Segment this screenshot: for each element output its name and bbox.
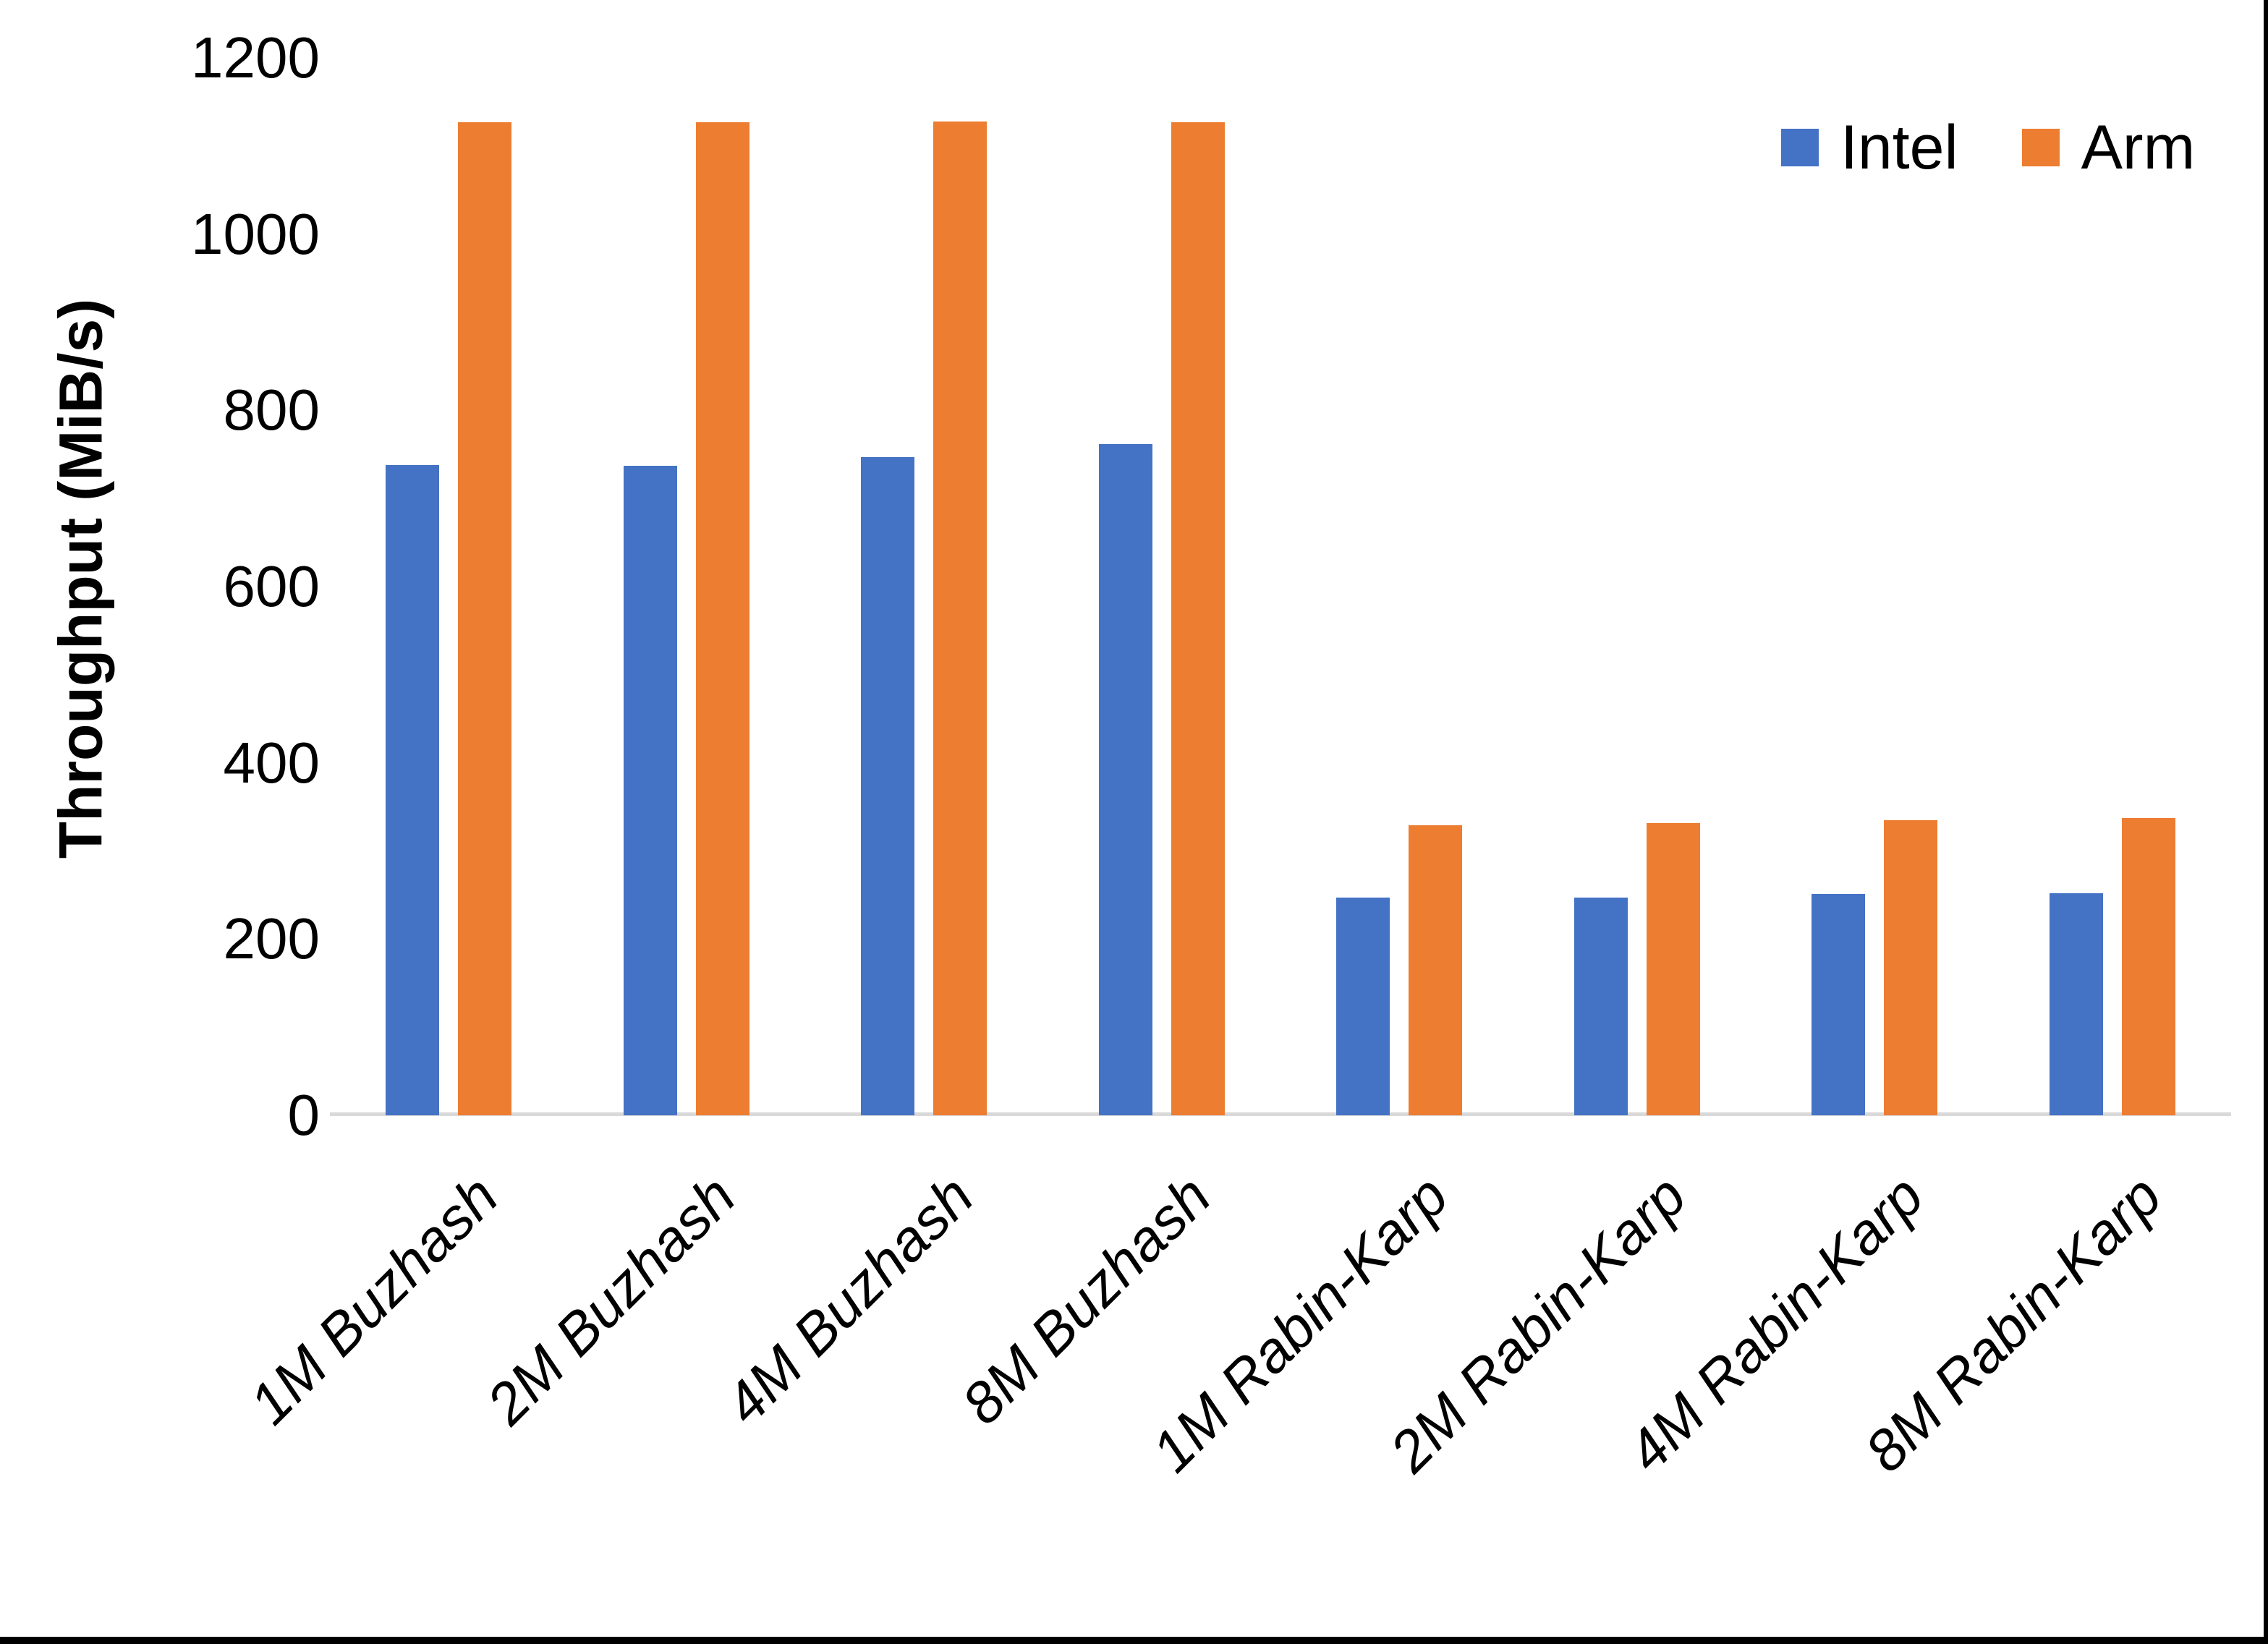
legend: Intel Arm [1781, 113, 2195, 182]
legend-label-intel: Intel [1840, 113, 1958, 182]
bar-arm-1m-buzhash [458, 122, 512, 1115]
legend-swatch-arm [2021, 129, 2060, 166]
screenshot-right-border [2264, 0, 2268, 1644]
bar-arm-2m-rabin-karp [1646, 822, 1700, 1115]
bar-arm-8m-rabin-karp [2121, 818, 2175, 1115]
bar-intel-8m-buzhash [1098, 443, 1152, 1115]
y-axis-tick-label: 200 [223, 906, 320, 971]
legend-label-arm: Arm [2081, 113, 2196, 182]
bar-intel-2m-buzhash [623, 466, 677, 1115]
x-axis-category-label: 8M Buzhash [949, 1163, 1223, 1436]
x-axis-category-label: 2M Buzhash [474, 1163, 748, 1436]
bar-arm-8m-buzhash [1171, 122, 1225, 1115]
bar-arm-4m-buzhash [933, 121, 988, 1115]
x-axis-category-label: 1M Buzhash [237, 1163, 510, 1436]
y-axis-tick-label: 400 [223, 730, 320, 795]
y-axis-tick-label: 0 [287, 1083, 320, 1147]
bar-arm-1m-rabin-karp [1409, 825, 1463, 1115]
bar-intel-8m-rabin-karp [2049, 893, 2103, 1115]
bar-intel-2m-rabin-karp [1573, 898, 1628, 1115]
bar-intel-4m-buzhash [861, 456, 915, 1115]
screenshot-bottom-border [0, 1637, 2268, 1644]
y-axis-tick-label: 1200 [191, 25, 320, 90]
bar-intel-4m-rabin-karp [1812, 894, 1866, 1115]
bar-arm-2m-buzhash [695, 122, 749, 1115]
x-axis-line [330, 1112, 2231, 1116]
y-axis-tick-label: 1000 [191, 201, 320, 266]
y-axis-tick-label: 800 [223, 378, 320, 443]
x-axis-category-label: 4M Buzhash [712, 1163, 985, 1436]
bar-intel-1m-rabin-karp [1336, 898, 1390, 1115]
legend-swatch-intel [1781, 129, 1819, 166]
y-axis-tick-label: 600 [223, 554, 320, 618]
bar-arm-4m-rabin-karp [1884, 819, 1938, 1115]
bar-intel-1m-buzhash [386, 464, 440, 1115]
